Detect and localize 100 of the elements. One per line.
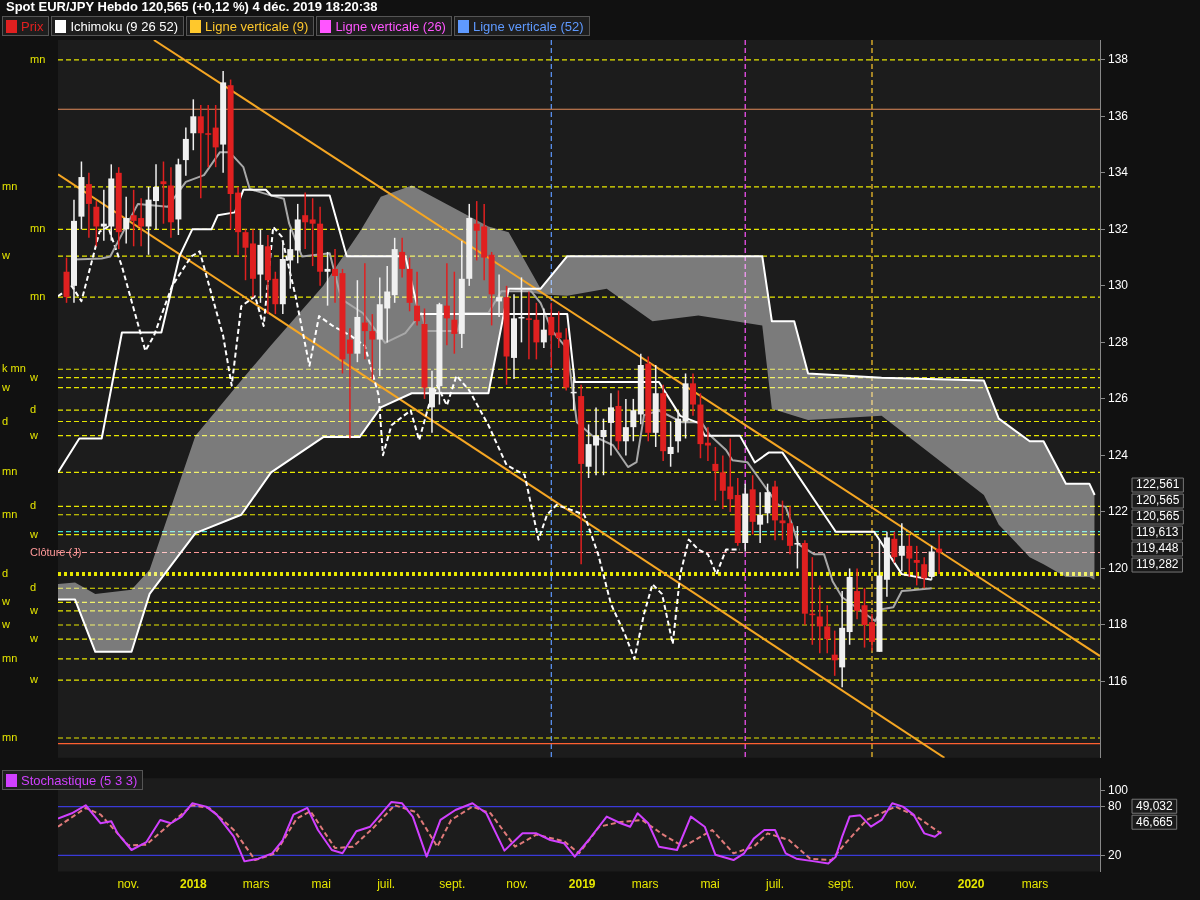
text: 49,032 [1136, 798, 1174, 813]
candlestick [906, 533, 913, 578]
candlestick [548, 302, 555, 369]
y-tick-label: 120 [1108, 560, 1129, 575]
x-tick-label: mars [631, 877, 659, 892]
candlestick [824, 604, 831, 654]
ref-line-label: w [29, 527, 38, 540]
candlestick [93, 200, 100, 248]
candlestick [854, 567, 861, 621]
candlestick [794, 525, 801, 570]
candlestick [555, 310, 562, 349]
x-tick-label: 2020 [957, 877, 985, 892]
x-tick-label: mars [242, 877, 270, 892]
candlestick [764, 482, 771, 524]
ref-line-label: d [30, 499, 37, 512]
y-tick-label: 80 [1108, 798, 1122, 813]
text: 46,665 [1136, 814, 1174, 829]
candlestick [675, 409, 682, 454]
candlestick [600, 417, 607, 476]
legend-label: Ichimoku (9 26 52) [70, 18, 179, 34]
y-tick-label: 100 [1108, 782, 1129, 797]
ref-line-label: mn [2, 179, 18, 192]
x-tick-label: juil. [376, 877, 396, 892]
candlestick [414, 270, 421, 327]
y-tick-label: 124 [1108, 447, 1129, 462]
y-tick-label: 118 [1108, 617, 1128, 632]
candlestick [921, 556, 928, 589]
legend-label: Ligne verticale (26) [335, 18, 446, 34]
x-tick-label: mai [311, 877, 331, 892]
candlestick [361, 262, 368, 361]
candlestick [302, 191, 309, 250]
legend-label: Stochastique (5 3 3) [21, 772, 138, 788]
text: 122,561 [1136, 477, 1180, 492]
candlestick [607, 392, 614, 457]
y-tick-label: 138 [1108, 52, 1129, 67]
ref-line-label: w [29, 603, 38, 616]
candlestick [630, 398, 637, 443]
ref-line-label: mn [30, 222, 46, 235]
x-tick-label: nov. [895, 877, 917, 892]
candlestick [324, 251, 331, 307]
x-tick-label: nov. [506, 877, 529, 892]
y-tick-label: 122 [1108, 504, 1129, 519]
candlestick [667, 420, 674, 468]
y-tick-label: 116 [1108, 673, 1128, 688]
candlestick [496, 273, 503, 318]
ref-line-label: mn [30, 290, 46, 303]
ref-line-label: w [29, 370, 38, 383]
legend-label: Ligne verticale (9) [205, 18, 309, 34]
candlestick [540, 307, 547, 349]
text: 119,448 [1136, 541, 1179, 556]
candlestick [786, 505, 793, 556]
ref-line-label: d [30, 581, 37, 594]
text: 120,565 [1136, 493, 1180, 508]
ref-line-label: mn [2, 651, 18, 664]
candlestick [369, 313, 376, 380]
candlestick [533, 302, 540, 361]
candlestick [160, 160, 167, 225]
candlestick [205, 104, 212, 168]
candlestick [898, 522, 905, 573]
text: 120,565 [1136, 509, 1180, 524]
y-tick-label: 132 [1108, 221, 1129, 236]
ref-line-label: mn [2, 465, 18, 478]
legend-label: Ligne verticale (52) [472, 18, 584, 34]
ref-line-label: w [1, 595, 10, 608]
y-tick-label: 134 [1108, 165, 1129, 180]
ref-line-label: d [30, 403, 37, 416]
candlestick [913, 545, 920, 587]
candlestick [309, 197, 316, 267]
x-tick-label: nov. [117, 877, 140, 892]
candlestick [891, 530, 898, 564]
x-tick-label: mai [700, 877, 720, 892]
chart-title: Spot EUR/JPY Hebdo 120,565 (+0,12 %) 4 déc. 2019 18:20:38 [6, 0, 378, 14]
ref-line-label: mn [2, 731, 18, 744]
y-tick-label: 136 [1108, 108, 1129, 123]
ref-line-label: w [29, 428, 38, 441]
x-tick-label: 2019 [568, 877, 596, 892]
candlestick [85, 172, 92, 239]
ref-line-label: k mn [2, 362, 26, 375]
candlestick [428, 369, 435, 434]
text: 119,613 [1136, 525, 1179, 540]
candlestick [690, 372, 696, 417]
ref-line-label: w [1, 380, 10, 393]
ref-line-label: d [2, 414, 9, 427]
candlestick [123, 196, 130, 245]
y-tick-label: 130 [1108, 278, 1129, 293]
ref-line-label: mn [30, 52, 46, 65]
x-tick-label: mars [1021, 877, 1049, 892]
candlestick [182, 126, 189, 177]
candlestick [757, 491, 764, 544]
ref-line-label: mn [2, 507, 18, 520]
ref-line-label: w [29, 632, 38, 645]
candlestick [197, 104, 204, 200]
y-tick-label: 128 [1108, 334, 1129, 349]
y-tick-label: 126 [1108, 391, 1129, 406]
candlestick [779, 499, 786, 541]
candlestick [816, 584, 823, 654]
ref-line-label: w [1, 249, 10, 262]
candlestick [525, 290, 532, 361]
ref-line-label: w [1, 618, 10, 631]
candlestick [346, 327, 353, 440]
